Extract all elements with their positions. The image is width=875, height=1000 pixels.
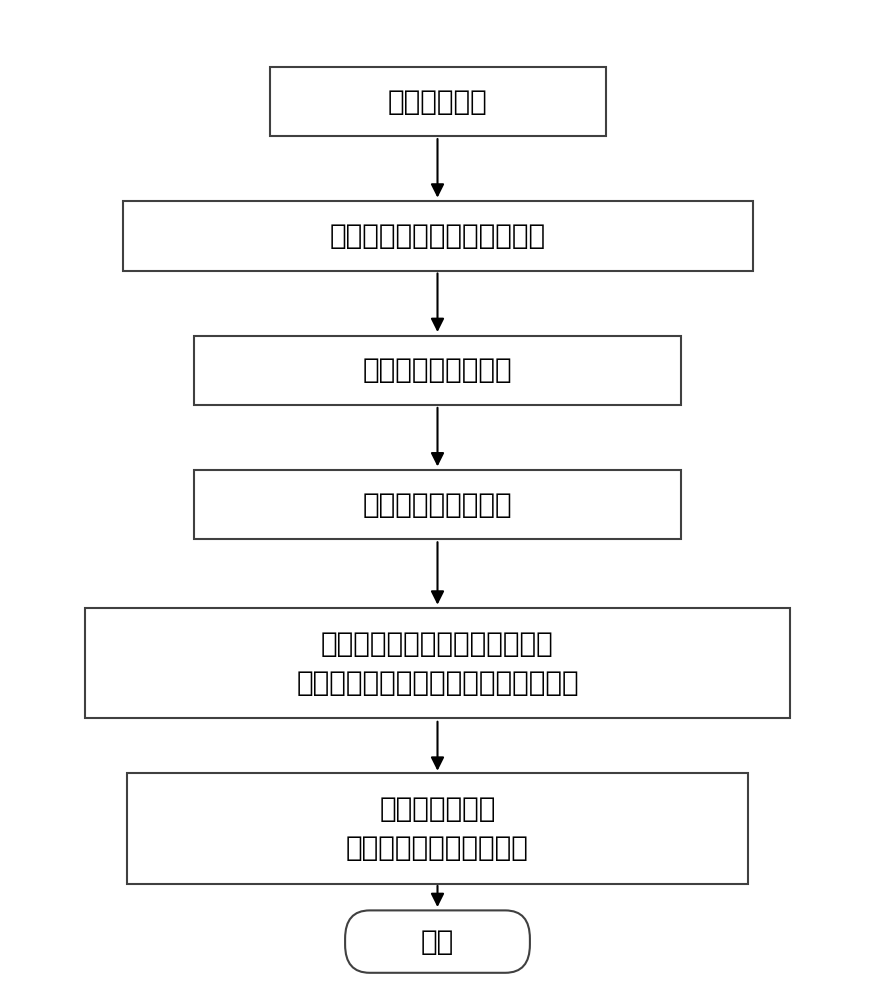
- Text: 提取最大载荷值
预测多向铺层板损伤行为: 提取最大载荷值 预测多向铺层板损伤行为: [346, 795, 528, 862]
- FancyBboxPatch shape: [127, 773, 748, 884]
- Text: 设置载荷、约束条件: 设置载荷、约束条件: [363, 491, 513, 519]
- FancyBboxPatch shape: [194, 336, 681, 405]
- Text: 设置材料属性，设置界面参数: 设置材料属性，设置界面参数: [329, 222, 546, 250]
- Text: 基于内聚力模型进行有限元分析
提取载荷位移曲线，模拟分层扩展行为: 基于内聚力模型进行有限元分析 提取载荷位移曲线，模拟分层扩展行为: [296, 630, 579, 697]
- Text: 结束: 结束: [421, 928, 454, 956]
- FancyBboxPatch shape: [123, 201, 752, 271]
- FancyBboxPatch shape: [270, 67, 606, 136]
- Text: 组装模型，划分网格: 组装模型，划分网格: [363, 356, 513, 384]
- Text: 建立几何模型: 建立几何模型: [388, 88, 487, 116]
- FancyBboxPatch shape: [345, 910, 530, 973]
- FancyBboxPatch shape: [85, 608, 790, 718]
- FancyBboxPatch shape: [194, 470, 681, 539]
